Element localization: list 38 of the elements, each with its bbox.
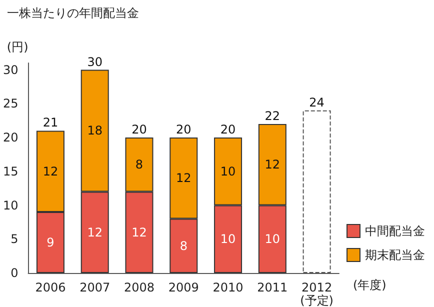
total-label: 21 [42,116,58,130]
total-label: 30 [87,54,102,69]
data-label: 12 [87,225,102,240]
total-label: 20 [132,122,147,137]
data-label: 12 [42,164,58,178]
y-tick-label: 10 [2,198,18,212]
data-label: 10 [220,232,236,246]
legend-label: 期末配当金 [365,248,425,262]
y-tick-label: 5 [10,232,18,246]
data-label: 9 [46,236,54,250]
y-tick-label: 30 [2,62,18,77]
x-tick-label: 2012 (予定) [300,280,334,307]
x-tick-label: 2006 [35,280,66,294]
data-label: 10 [220,164,236,178]
y-tick-label: 25 [2,96,18,111]
total-label: 24 [309,95,324,110]
x-tick-label: 2011 [257,280,288,294]
data-label: 12 [132,225,147,240]
data-label: 8 [135,158,144,172]
data-label: 8 [180,238,188,253]
data-label: 12 [264,158,280,172]
chart-title: 一株当たりの年間配当金 [7,6,139,20]
y-tick-label: 15 [2,164,18,178]
x-axis-title: (年度) [353,278,386,292]
total-label: 20 [220,122,236,137]
y-axis-title: (円) [6,40,28,54]
data-label: 18 [87,124,102,138]
x-tick-label: 2007 [80,280,110,294]
y-tick-label: 20 [2,130,18,145]
legend-label: 中間配当金 [365,224,425,238]
x-tick-label: 2010 [212,280,244,294]
y-tick-label: 0 [10,266,18,280]
data-label: 12 [176,171,192,186]
x-tick-label: 2008 [124,280,155,294]
x-tick-label: 2009 [168,280,199,294]
total-label: 22 [264,108,280,123]
data-label: 10 [264,232,280,246]
total-label: 20 [176,122,192,137]
